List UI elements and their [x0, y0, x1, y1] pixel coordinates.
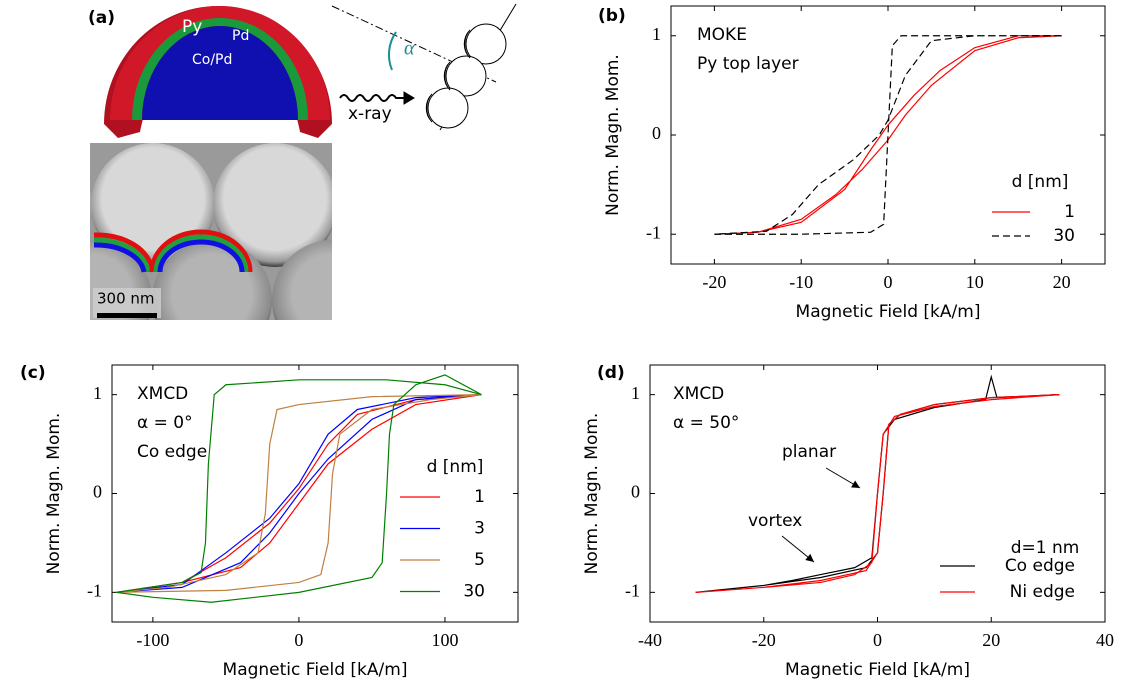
x-tick-label: -40 [638, 630, 662, 650]
y-tick-label: 0 [652, 123, 661, 143]
callout: vortex [748, 511, 802, 531]
y-axis-label: Norm. Magn. Mom. [582, 413, 602, 575]
callout-arrowhead [805, 553, 814, 562]
panel-label: (d) [597, 363, 625, 383]
scale-bar-label: 300 nm [97, 290, 155, 308]
x-tick-label: -100 [136, 630, 169, 650]
legend-label: 30 [463, 582, 485, 602]
layer-label: Pd [232, 28, 249, 44]
legend-label: 3 [474, 519, 485, 539]
annotation: α = 0° [137, 413, 193, 433]
legend-title: d [nm] [1012, 172, 1069, 192]
panel-label: (c) [20, 363, 46, 383]
legend-label: 1 [474, 487, 485, 507]
x-tick-label: 0 [873, 630, 882, 650]
sem-image [90, 143, 332, 320]
legend-label: Ni edge [1010, 582, 1075, 602]
x-tick-label: 20 [982, 630, 1000, 650]
annotation: Py top layer [697, 54, 799, 74]
y-tick-label: 1 [631, 383, 640, 403]
annotation: XMCD [673, 384, 724, 404]
x-tick-label: -10 [789, 272, 813, 292]
y-tick-label: 1 [93, 383, 102, 403]
y-tick-label: -1 [625, 580, 640, 600]
x-tick-label: 10 [966, 272, 984, 292]
x-tick-label: 100 [431, 630, 458, 650]
x-tick-label: 40 [1096, 630, 1114, 650]
beam-label: x-ray [348, 104, 392, 124]
legend-label: Co edge [1005, 556, 1075, 576]
x-axis-label: Magnetic Field [kA/m] [796, 302, 981, 322]
angle-label: α [404, 38, 415, 60]
legend-label: 30 [1053, 226, 1075, 246]
x-axis-label: Magnetic Field [kA/m] [223, 660, 408, 680]
panel-label: (a) [88, 8, 115, 28]
layer-label: Py [182, 17, 202, 37]
data-line [695, 394, 1060, 593]
y-tick-label: 1 [652, 24, 661, 44]
x-tick-label: 20 [1053, 272, 1071, 292]
x-tick-label: 0 [884, 272, 893, 292]
y-tick-label: -1 [87, 580, 102, 600]
data-line [714, 35, 1062, 235]
x-axis-label: Magnetic Field [kA/m] [785, 660, 970, 680]
annotation: MOKE [697, 25, 747, 45]
y-axis-label: Norm. Magn. Mom. [44, 413, 64, 575]
annotation: α = 50° [673, 413, 739, 433]
callout: planar [782, 442, 836, 462]
annotation: Co edge [137, 442, 207, 462]
annotation: XMCD [137, 384, 188, 404]
y-tick-label: 0 [631, 482, 640, 502]
x-tick-label: -20 [702, 272, 726, 292]
y-tick-label: 0 [93, 482, 102, 502]
legend-label: 1 [1064, 202, 1075, 222]
legend-title: d [nm] [427, 457, 484, 477]
x-tick-label: 0 [294, 630, 303, 650]
y-tick-label: -1 [646, 222, 661, 242]
y-axis-label: Norm. Magn. Mom. [603, 54, 623, 216]
x-tick-label: -20 [752, 630, 776, 650]
legend-title: d=1 nm [1011, 538, 1080, 558]
panel-label: (b) [598, 6, 626, 26]
geometry-sketch [331, 3, 517, 131]
legend-label: 5 [474, 550, 485, 570]
layer-label: Co/Pd [192, 52, 232, 68]
data-line [116, 374, 482, 603]
shell-model [104, 6, 332, 138]
callout-arrowhead [851, 480, 860, 488]
